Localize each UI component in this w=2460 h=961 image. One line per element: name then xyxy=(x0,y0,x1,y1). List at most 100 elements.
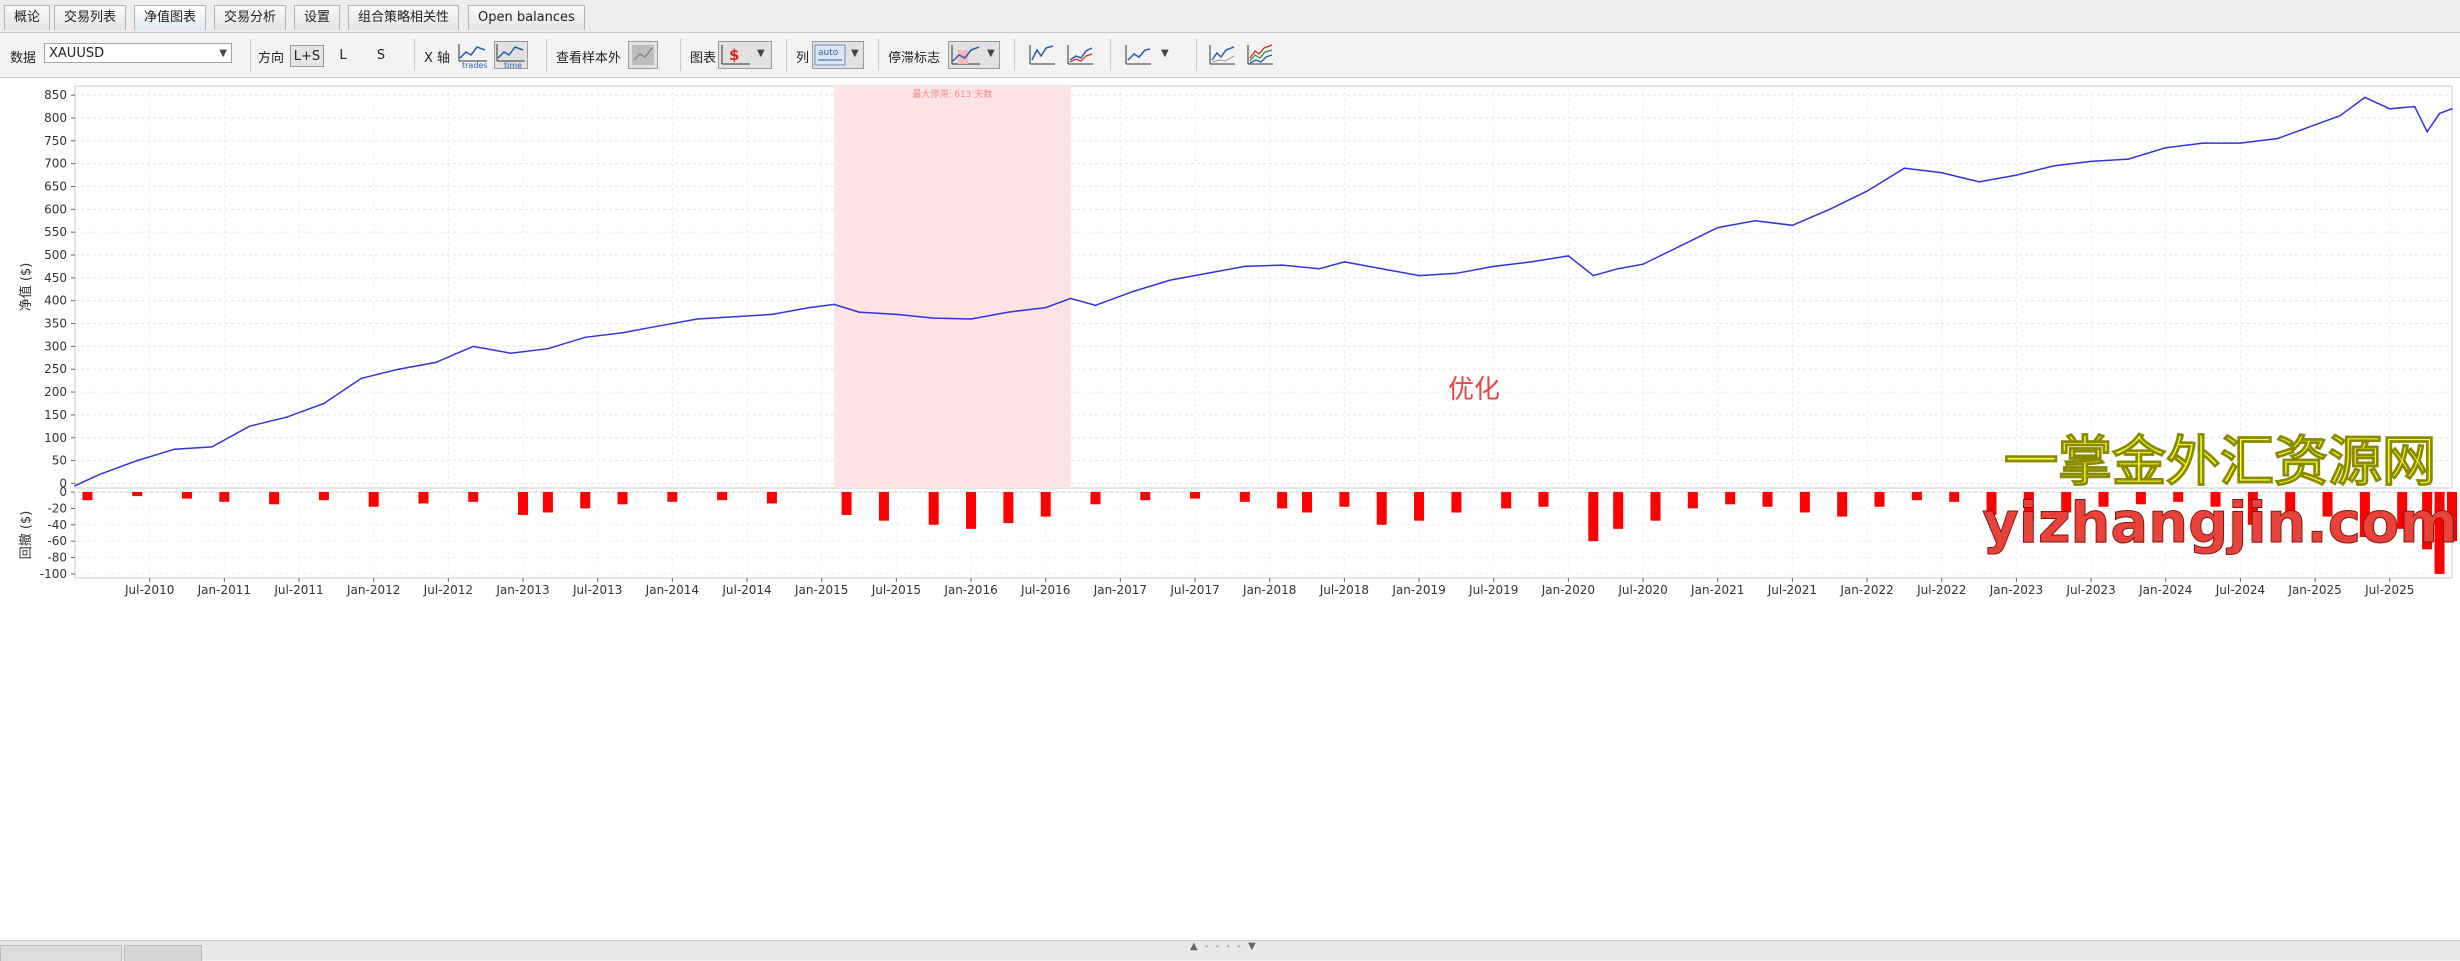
x-tick-label: Jan-2022 xyxy=(1839,583,1893,597)
x-tick-label: Jul-2020 xyxy=(1617,583,1667,597)
compare-line-icon xyxy=(1209,45,1235,65)
chevron-down-icon: ▼ xyxy=(851,48,859,59)
drawdown-bar xyxy=(1874,492,1885,507)
x-tick-label: Jul-2012 xyxy=(423,583,473,597)
y-tick-label: 600 xyxy=(44,202,67,216)
equity-red-line-icon xyxy=(1067,45,1093,65)
toolbar-separator xyxy=(878,39,879,71)
oos-label: 查看样本外 xyxy=(556,51,622,66)
toolbar-separator xyxy=(1014,39,1015,71)
equity-point xyxy=(733,315,736,318)
tab-portfolio-correlation[interactable]: 组合策略相关性 xyxy=(348,5,460,30)
equity-y-axis-label: 净值 ($) xyxy=(18,263,34,312)
drawdown-bar xyxy=(1538,492,1549,507)
multi-series-button[interactable] xyxy=(1244,41,1276,69)
chart-label: 图表 xyxy=(690,51,717,66)
drawdown-bar xyxy=(878,492,889,521)
equity-point xyxy=(360,377,363,380)
equity-point xyxy=(2052,165,2055,167)
equity-drawdown-button[interactable] xyxy=(1064,41,1096,69)
oos-toggle-button[interactable] xyxy=(628,41,658,69)
y-tick-label: 0 xyxy=(59,476,67,490)
chart-type-dropdown[interactable]: $ ▼ xyxy=(718,41,772,69)
x-tick-label: Jan-2019 xyxy=(1391,583,1445,597)
x-tick-label: Jul-2014 xyxy=(721,583,771,597)
tab-overview[interactable]: 概论 xyxy=(4,5,51,30)
x-tick-label: Jul-2010 xyxy=(124,583,174,597)
y-tick-label: 0 xyxy=(59,485,67,499)
equity-point xyxy=(1007,311,1010,313)
equity-point xyxy=(2202,142,2204,144)
direction-label: 方向 xyxy=(258,51,285,66)
equity-point xyxy=(1094,304,1097,307)
equity-chart-panel: 最大停滞: 613 天数 850 800 750 700 650 600 550 500 450 4… xyxy=(0,78,2460,940)
equity-point xyxy=(1791,224,1794,227)
y-tick-label: 650 xyxy=(44,180,67,194)
x-tick-label: Jan-2020 xyxy=(1541,583,1595,597)
toolbar: 数据 XAUUSD ▼ 方向 L+S L S X 轴 trades time 查… xyxy=(0,33,2460,78)
equity-point xyxy=(1903,167,1906,170)
y-tick-label: 150 xyxy=(44,408,67,422)
toolbar-separator xyxy=(1196,39,1197,71)
tab-trade-analysis[interactable]: 交易分析 xyxy=(214,5,287,30)
drawdown-bar xyxy=(318,492,329,501)
equity-point xyxy=(1716,226,1719,229)
equity-point xyxy=(2413,105,2416,108)
y-tick-label: 300 xyxy=(44,339,67,353)
equity-point xyxy=(323,402,325,405)
equity-point xyxy=(696,318,699,320)
drawdown-bar xyxy=(2447,492,2457,542)
x-tick-label: Jan-2013 xyxy=(495,583,549,597)
toolbar-separator xyxy=(250,39,251,71)
data-select[interactable]: XAUUSD ▼ xyxy=(44,43,232,63)
tab-open-balances[interactable]: Open balances xyxy=(468,5,585,30)
time-chart-icon: time xyxy=(496,44,525,70)
drawdown-bar xyxy=(1501,492,1512,509)
tab-settings[interactable]: 设置 xyxy=(294,5,341,30)
xaxis-time-button[interactable]: time xyxy=(494,41,528,70)
tab-label: 设置 xyxy=(304,10,331,25)
equity-point xyxy=(435,361,437,364)
equity-point xyxy=(858,311,860,313)
bottom-tab[interactable] xyxy=(0,945,122,961)
equity-point xyxy=(1281,264,1283,266)
drawdown-bar xyxy=(269,492,280,505)
compare-chart-button[interactable] xyxy=(1206,41,1238,69)
equity-point xyxy=(970,318,972,320)
equity-point xyxy=(895,313,898,316)
tab-label: 交易分析 xyxy=(224,10,277,25)
tab-trade-list[interactable]: 交易列表 xyxy=(54,5,127,30)
equity-point xyxy=(2364,96,2366,99)
equity-point xyxy=(932,317,935,319)
tab-label: 净值图表 xyxy=(144,10,197,25)
drawdown-bar xyxy=(1040,492,1051,517)
tab-label: 交易列表 xyxy=(64,10,117,25)
equity-chart-button[interactable] xyxy=(1026,41,1058,69)
drawdown-bar xyxy=(766,492,777,504)
drawdown-bar xyxy=(1239,492,1250,502)
trades-label: trades xyxy=(462,61,488,68)
chevron-down-icon: ▼ xyxy=(219,48,227,59)
tab-equity-chart[interactable]: 净值图表 xyxy=(134,5,207,30)
y-tick-label: 100 xyxy=(44,431,67,445)
direction-short-button[interactable]: S xyxy=(376,48,386,63)
y-tick-label: -60 xyxy=(47,534,67,548)
equity-point xyxy=(1940,171,1943,174)
direction-both-button[interactable]: L+S xyxy=(290,45,324,67)
equity-point xyxy=(2314,124,2316,126)
toolbar-separator xyxy=(680,39,681,71)
line-style-dropdown[interactable]: ▼ xyxy=(1122,41,1170,69)
equity-point xyxy=(1530,261,1532,263)
drawdown-bar xyxy=(2434,492,2445,574)
bottom-tab[interactable] xyxy=(124,945,202,961)
drawdown-bar xyxy=(2285,492,2296,513)
drawdown-mark-dropdown[interactable]: ▼ xyxy=(948,41,1000,69)
direction-long-button[interactable]: L xyxy=(339,48,347,63)
x-tick-label: Jul-2021 xyxy=(1767,583,1817,597)
xaxis-trades-button[interactable]: trades xyxy=(456,41,490,70)
column-label: 列 xyxy=(796,51,810,66)
equity-point xyxy=(2426,130,2428,133)
panel-splitter-handle[interactable]: ▲ - - - - ▼ xyxy=(1190,941,1258,952)
column-dropdown[interactable]: auto ▼ xyxy=(812,41,864,69)
equity-point xyxy=(1418,274,1420,277)
